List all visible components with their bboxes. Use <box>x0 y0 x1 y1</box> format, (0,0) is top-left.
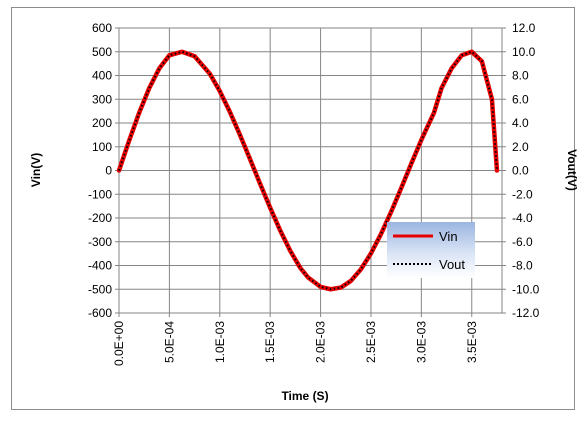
y-tick-label: 100 <box>92 140 112 154</box>
y-tick-label: -300 <box>88 235 112 249</box>
x-tick-label: 1.0E-03 <box>213 321 227 363</box>
series-line-vout <box>118 50 498 291</box>
y-axis-ticks: 600 500 400 300 200 100 0 -100 -200 -300 -400 -500 -… <box>88 21 119 320</box>
y2-tick-label: -2.0 <box>512 187 533 201</box>
y2-tick-label: -12.0 <box>512 306 540 320</box>
y2-tick-label: -8.0 <box>512 259 533 273</box>
y-tick-label: -200 <box>88 211 112 225</box>
y-tick-label: -500 <box>88 282 112 296</box>
y-tick-label: 600 <box>92 21 112 35</box>
y-tick-label: -100 <box>88 187 112 201</box>
legend-label-vout: Vout <box>439 257 465 272</box>
x-tick-label: 0.0E+00 <box>112 321 126 366</box>
y2-tick-label: 12.0 <box>512 21 536 35</box>
x-tick-label: 2.0E-03 <box>314 321 328 363</box>
y-tick-label: 0 <box>105 164 112 178</box>
chart-frame <box>11 7 575 410</box>
y-tick-label: -600 <box>88 306 112 320</box>
y2-tick-label: -10.0 <box>512 282 540 296</box>
y-axis-title: Vin(V) <box>29 153 43 187</box>
y2-tick-label: 4.0 <box>512 116 529 130</box>
x-axis-ticks: 0.0E+00 5.0E-04 1.0E-03 1.5E-03 2.0E-03 2.5E-… <box>112 313 479 366</box>
y-tick-label: 400 <box>92 69 112 83</box>
y2-axis-ticks: 12.0 10.0 8.0 6.0 4.0 2.0 0.0 -2.0 -4.0 -6.0 -8.0 -… <box>502 21 540 320</box>
y2-tick-label: 8.0 <box>512 69 529 83</box>
x-tick-label: 2.5E-03 <box>364 321 378 363</box>
x-axis-title: Time (S) <box>281 389 328 403</box>
y2-tick-label: 0.0 <box>512 164 529 178</box>
y2-tick-label: 2.0 <box>512 140 529 154</box>
x-tick-label: 3.0E-03 <box>414 321 428 363</box>
legend-label-vin: Vin <box>439 229 458 244</box>
legend-box <box>387 222 475 278</box>
y2-tick-label: 6.0 <box>512 92 529 106</box>
series-layer <box>116 49 500 292</box>
y-tick-label: -400 <box>88 259 112 273</box>
y-tick-label: 300 <box>92 92 112 106</box>
y2-tick-label: -6.0 <box>512 235 533 249</box>
x-tick-label: 1.5E-03 <box>263 321 277 363</box>
x-tick-label: 5.0E-04 <box>162 321 176 363</box>
y2-axis-title: Vout(V) <box>565 149 579 191</box>
legend: Vin Vout <box>387 222 475 278</box>
x-tick-label: 3.5E-03 <box>465 321 479 363</box>
y-tick-label: 200 <box>92 116 112 130</box>
y2-tick-label: 10.0 <box>512 45 536 59</box>
y-tick-label: 500 <box>92 45 112 59</box>
y2-tick-label: -4.0 <box>512 211 533 225</box>
